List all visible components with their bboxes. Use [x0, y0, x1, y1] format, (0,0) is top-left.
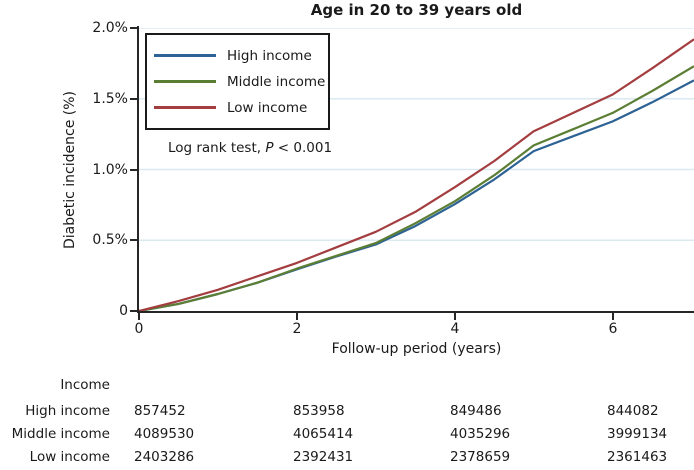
x-axis-line: [137, 311, 694, 313]
high-income-line-swatch: [154, 54, 216, 57]
risk-value: 857452: [134, 403, 186, 419]
y-tick: [130, 239, 137, 241]
legend-entry-high-income: High income: [154, 48, 328, 64]
x-axis-title: Follow-up period (years): [331, 341, 502, 357]
risk-value: 4035296: [450, 426, 511, 442]
legend-box: High income Middle income Low income: [145, 33, 330, 130]
legend-label: High income: [227, 47, 312, 64]
y-tick: [130, 98, 137, 100]
x-tick-label: 4: [450, 321, 460, 337]
x-tick: [454, 313, 456, 320]
risk-row-label: Middle income: [11, 426, 110, 442]
risk-value: 2378659: [450, 449, 511, 465]
chart-title: Age in 20 to 39 years old: [310, 1, 523, 19]
y-tick: [130, 310, 137, 312]
y-tick: [130, 169, 137, 171]
y-axis-line: [137, 26, 139, 313]
x-tick-label: 2: [292, 321, 302, 337]
annotation-value: < 0.001: [273, 140, 333, 156]
y-tick-label: 1.0%: [92, 162, 128, 178]
risk-value: 3999134: [607, 426, 668, 442]
low-income-line-swatch: [154, 106, 216, 109]
annotation-text: Log rank test,: [167, 140, 266, 156]
middle-income-line-swatch: [154, 80, 216, 83]
y-tick: [130, 27, 137, 29]
x-tick-label: 6: [608, 321, 618, 337]
x-tick: [296, 313, 298, 320]
legend-entry-middle-income: Middle income: [154, 74, 328, 90]
log-rank-annotation: Log rank test, P < 0.001: [140, 140, 360, 156]
legend-label: Low income: [227, 99, 308, 116]
y-tick-label: 0: [119, 303, 128, 319]
risk-value: 2392431: [293, 449, 354, 465]
p-symbol: P: [265, 140, 274, 156]
risk-value: 844082: [607, 403, 659, 419]
risk-value: 4065414: [293, 426, 354, 442]
risk-row-label: Low income: [29, 449, 110, 465]
risk-row-label: High income: [25, 403, 110, 419]
risk-value: 849486: [450, 403, 502, 419]
y-axis-title: Diabetic incidence (%): [62, 91, 78, 249]
x-tick: [612, 313, 614, 320]
y-tick-label: 1.5%: [92, 91, 128, 107]
risk-value: 2361463: [607, 449, 668, 465]
risk-value: 2403286: [134, 449, 195, 465]
legend-entry-low-income: Low income: [154, 100, 328, 116]
x-tick-label: 0: [134, 321, 144, 337]
x-tick: [138, 313, 140, 320]
risk-table-header: Income: [60, 377, 110, 393]
risk-value: 4089530: [134, 426, 195, 442]
legend-label: Middle income: [227, 73, 326, 90]
y-tick-label: 0.5%: [92, 232, 128, 248]
y-tick-label: 2.0%: [92, 20, 128, 36]
risk-value: 853958: [293, 403, 345, 419]
